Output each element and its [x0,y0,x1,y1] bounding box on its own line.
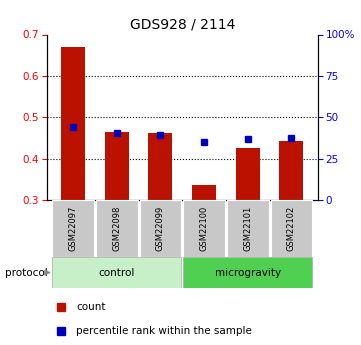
Bar [227,200,269,257]
Text: GSM22098: GSM22098 [112,206,121,251]
Bar [236,148,260,200]
Text: GSM22099: GSM22099 [156,206,165,251]
Bar [279,141,304,200]
Bar [52,257,182,288]
Text: GSM22101: GSM22101 [243,206,252,251]
Bar [61,47,85,200]
Text: microgravity: microgravity [215,268,281,277]
Bar [139,200,182,257]
Bar [183,200,225,257]
Bar [148,133,173,200]
Title: GDS928 / 2114: GDS928 / 2114 [130,18,235,32]
Bar [270,200,312,257]
Text: count: count [76,302,105,312]
Text: GSM22100: GSM22100 [200,206,209,251]
Text: GSM22097: GSM22097 [69,206,78,251]
Text: protocol: protocol [5,268,47,277]
Bar [96,200,138,257]
Bar [192,185,216,200]
Bar [183,257,312,288]
Text: control: control [99,268,135,277]
Text: percentile rank within the sample: percentile rank within the sample [76,326,252,336]
Bar [52,200,94,257]
Text: GSM22102: GSM22102 [287,206,296,251]
Bar [105,132,129,200]
